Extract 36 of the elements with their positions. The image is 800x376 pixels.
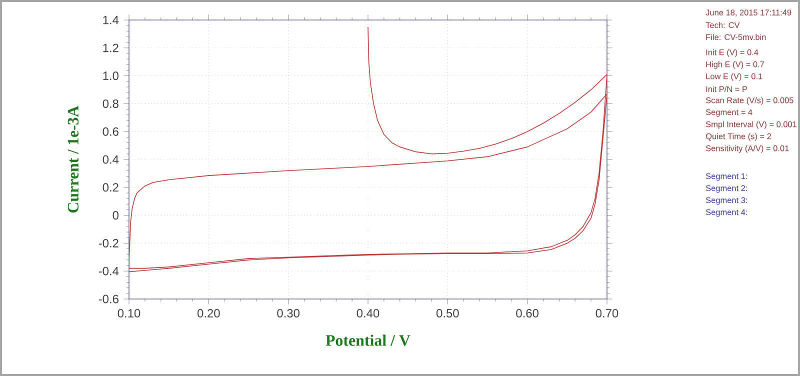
x-tick-label: 0.60 (516, 309, 539, 318)
text: Segment 2: (706, 185, 747, 193)
text: Segment 3: (706, 197, 747, 205)
y-tick-label: 0.6 (102, 127, 118, 136)
y-tick-label: 0.2 (102, 183, 118, 192)
y-tick-label: 0.8 (102, 99, 118, 108)
text: Init P/N = P (706, 86, 748, 92)
text: High E (V) = 0.7 (706, 61, 764, 69)
text: Segment = 4 (706, 109, 752, 117)
text: Scan Rate (V/s) = 0.005 (706, 97, 794, 105)
y-tick-label: -0.6 (98, 294, 118, 304)
y-tick-label: -0.4 (98, 266, 119, 276)
y-tick-label: 1.4 (103, 16, 119, 24)
x-tick-label: 0.20 (197, 309, 220, 318)
x-tick-label: 0.10 (118, 309, 140, 318)
text: Tech: CV (706, 22, 740, 28)
text: Sensitivity (A/V) = 0.01 (706, 145, 789, 153)
x-axis-title: Potential / V (326, 334, 410, 346)
y-axis-title: Current / 1e-3A (68, 106, 79, 213)
y-tick-label: 1.0 (103, 72, 119, 80)
x-tick-label: 0.70 (596, 309, 618, 318)
text: Segment 1: (706, 173, 747, 181)
text: Init E (V) = 0.4 (706, 49, 758, 57)
y-tick-label: 0.4 (102, 155, 119, 164)
x-tick-label: 0.50 (436, 309, 459, 318)
y-tick-label: 0 (112, 211, 119, 220)
text: File: CV-5mv.bin (706, 34, 766, 40)
text: Segment 4: (706, 209, 747, 217)
x-tick-label: 0.30 (277, 309, 300, 318)
y-tick-label: 1.2 (103, 44, 118, 52)
text: Quiet Time (s) = 2 (706, 133, 772, 141)
y-tick-label: -0.2 (98, 238, 118, 248)
x-tick-label: 0.40 (356, 309, 380, 318)
text: Smpl Interval (V) = 0.001 (706, 121, 797, 129)
text: June 18, 2015 17:11:49 (706, 10, 792, 16)
text: Low E (V) = 0.1 (706, 73, 762, 81)
